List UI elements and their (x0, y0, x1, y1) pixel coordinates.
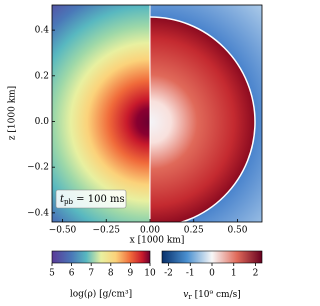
colorbar-label: vr [10⁹ cm/s] (183, 290, 240, 302)
colorbar-tick-label: 7 (88, 269, 94, 279)
colorbar-label-symbol: v (183, 290, 188, 300)
x-tick-label: −0.25 (92, 226, 120, 236)
colorbar-tick-label: 2 (253, 269, 259, 279)
annotation-text: tpb = 100 ms (60, 194, 125, 207)
y-axis-label: z [1000 km] (8, 86, 18, 140)
colorbar-label-rest: [10⁹ cm/s] (192, 290, 241, 300)
x-tick-label: 0.00 (140, 226, 160, 236)
colorbar (51, 250, 151, 264)
colorbar-tick-label: -2 (164, 269, 173, 279)
colorbar-tick-label: -1 (186, 269, 195, 279)
annotation: tpb = 100 ms (55, 189, 127, 209)
x-axis-label: x [1000 km] (130, 236, 185, 246)
annotation-subscript: pb (64, 198, 73, 206)
figure: tpb = 100 ms x [1000 km] z [1000 km] log… (8, 4, 263, 302)
y-tick-label: −0.4 (27, 208, 49, 218)
y-tick-label: 0.4 (35, 26, 50, 36)
colorbar-tick-label: 9 (128, 269, 134, 279)
colorbar-tick-label: 1 (231, 269, 237, 279)
annotation-rest: = 100 ms (73, 194, 125, 205)
colorbar-tick-label: 8 (108, 269, 114, 279)
y-tick-label: −0.2 (27, 163, 49, 173)
x-tick-label: 0.25 (184, 226, 204, 236)
colorbar-tick-label: 10 (144, 269, 156, 279)
colorbar-label: log(ρ) [g/cm³] (70, 289, 132, 300)
heatmap (52, 5, 262, 222)
annotation-symbol: t (60, 194, 65, 205)
plot-frame (51, 4, 263, 223)
colorbar-tick-label: 6 (69, 269, 75, 279)
velocity-inner (150, 16, 256, 222)
colorbar-tick-label: 5 (49, 269, 55, 279)
y-tick-label: 0.2 (35, 71, 49, 81)
y-tick-label: 0.0 (35, 117, 50, 127)
colorbar-tick-label: 0 (209, 269, 215, 279)
annotation-box (55, 189, 127, 209)
density-half (52, 5, 150, 222)
x-tick-label: −0.50 (49, 226, 77, 236)
colorbar-label-subscript: r (188, 293, 192, 301)
colorbar (161, 250, 263, 264)
x-tick-label: 0.50 (227, 226, 247, 236)
